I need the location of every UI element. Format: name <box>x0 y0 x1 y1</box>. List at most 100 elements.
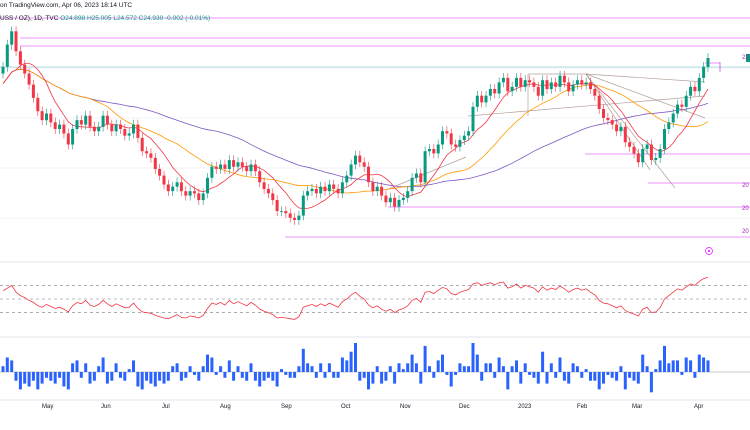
candle-body <box>649 144 653 160</box>
candle-body <box>10 31 14 45</box>
candle <box>327 179 331 197</box>
candle <box>266 184 270 199</box>
histogram-bar <box>676 360 679 372</box>
candle-body <box>445 131 449 134</box>
candle-body <box>175 182 179 187</box>
candle <box>541 75 545 101</box>
candle-body <box>501 77 505 83</box>
histogram-bar <box>528 372 532 375</box>
candle <box>475 90 479 112</box>
histogram-bar <box>375 366 379 372</box>
candle <box>362 157 366 172</box>
candle-body <box>406 191 410 198</box>
candle-body <box>623 126 627 143</box>
candle <box>75 115 79 134</box>
candle-body <box>227 160 231 169</box>
histogram-bar <box>593 372 597 381</box>
candle <box>297 210 301 225</box>
candle <box>71 124 75 150</box>
histogram-bar <box>419 372 423 384</box>
last-price-tag <box>746 53 750 62</box>
histogram-bar <box>262 372 266 381</box>
candle <box>240 157 244 172</box>
alert-icon <box>705 247 713 255</box>
candle-body <box>223 164 227 169</box>
candle <box>393 192 397 212</box>
histogram-bar <box>40 372 44 384</box>
x-tick-label: Nov <box>400 404 411 410</box>
histogram-bar <box>380 372 384 384</box>
histogram-bar <box>680 372 684 375</box>
candle <box>40 106 44 126</box>
candle-body <box>636 153 640 163</box>
candle <box>280 206 283 217</box>
histogram-bar <box>667 363 671 372</box>
candle-body <box>702 66 706 78</box>
candle <box>258 166 262 188</box>
histogram-bar <box>158 372 162 381</box>
candle <box>449 128 453 150</box>
histogram-bar <box>219 366 223 372</box>
candle-body <box>401 197 405 200</box>
candle-body <box>371 182 375 192</box>
candle <box>367 161 370 188</box>
histogram-bar <box>210 357 214 372</box>
candle <box>271 188 275 205</box>
candle <box>319 181 323 199</box>
histogram-bar <box>319 363 323 372</box>
histogram-bar <box>367 372 370 390</box>
histogram-bar <box>510 366 514 372</box>
candle-body <box>414 173 418 178</box>
candle <box>645 139 649 154</box>
histogram-bar <box>602 372 605 384</box>
candle-body <box>541 80 545 96</box>
histogram-bar <box>480 372 484 381</box>
candle-body <box>384 195 388 203</box>
candle-body <box>262 182 266 189</box>
histogram-bar <box>693 372 697 378</box>
candle-body <box>240 162 244 167</box>
candle-body <box>58 124 62 129</box>
candle-body <box>201 193 205 201</box>
trend-line <box>585 73 651 171</box>
histogram-bar <box>545 372 549 384</box>
candle <box>171 181 175 197</box>
candle-body <box>253 164 257 172</box>
candle-body <box>301 195 305 216</box>
candle-body <box>101 115 105 127</box>
candle <box>149 148 153 163</box>
histogram-bar <box>310 366 314 372</box>
x-tick-label: Aug <box>220 404 231 410</box>
candle-body <box>280 211 283 212</box>
histogram-bar <box>493 372 497 378</box>
histogram-bar <box>506 372 510 390</box>
moving-averages <box>2 63 709 210</box>
candle <box>245 161 249 177</box>
candle <box>523 75 527 92</box>
histogram-bar <box>53 372 57 384</box>
candle-body <box>680 104 684 107</box>
histogram-bar <box>562 372 566 381</box>
candle-body <box>597 95 601 109</box>
x-tick-label: Apr <box>694 404 704 410</box>
histogram-bar <box>584 369 588 372</box>
histogram-bar <box>162 372 166 384</box>
histogram-bar <box>454 372 458 375</box>
histogram-bar <box>428 366 431 372</box>
candle-body <box>92 126 96 132</box>
price-axis-label: 20 <box>742 229 749 235</box>
candle-body <box>658 149 662 158</box>
price-axis-label: 22 <box>742 55 749 61</box>
x-tick-label: 2023 <box>518 404 532 410</box>
candle <box>667 117 671 134</box>
candle <box>654 152 658 165</box>
candle-body <box>75 120 79 129</box>
candle-body <box>375 186 379 192</box>
candle-body <box>66 133 70 145</box>
candle <box>658 144 662 163</box>
candle <box>97 121 101 137</box>
candle-body <box>654 157 658 161</box>
candle <box>375 181 379 197</box>
candle-body <box>697 77 701 92</box>
candle <box>62 119 66 139</box>
